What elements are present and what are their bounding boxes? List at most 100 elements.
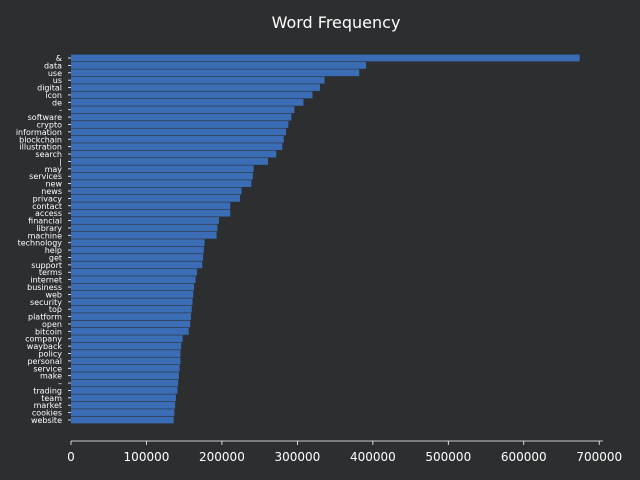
- y-tick-label: illustration: [19, 143, 62, 152]
- bar-37: [71, 327, 189, 335]
- y-tick-label: terms: [39, 268, 62, 277]
- bar-0: [71, 54, 580, 62]
- bar-41: [71, 357, 181, 365]
- y-tick-label: new: [45, 180, 62, 189]
- bar-33: [71, 298, 193, 306]
- y-tick-label: company: [25, 335, 62, 344]
- y-tick-label: wayback: [27, 342, 63, 351]
- y-tick-label: access: [35, 209, 62, 218]
- y-tick-label: digital: [37, 84, 62, 93]
- bar-19: [71, 194, 241, 202]
- x-tick-label: 200000: [199, 450, 245, 464]
- bar-29: [71, 268, 198, 276]
- x-tick-label: 300000: [274, 450, 320, 464]
- y-tick-label: news: [41, 187, 62, 196]
- bar-2: [71, 69, 360, 77]
- y-tick-label: cookies: [32, 409, 62, 418]
- bar-46: [71, 394, 176, 402]
- bar-34: [71, 305, 192, 313]
- bar-16: [71, 172, 253, 180]
- x-tick-label: 400000: [350, 450, 396, 464]
- bar-43: [71, 372, 179, 380]
- y-tick-label: privacy: [33, 194, 63, 203]
- bar-27: [71, 254, 204, 261]
- y-tick-label: trading: [33, 386, 62, 395]
- bar-48: [71, 409, 175, 417]
- y-tick-label: services: [29, 172, 62, 181]
- bar-47: [71, 401, 176, 409]
- bar-23: [71, 224, 218, 232]
- bar-17: [71, 180, 252, 187]
- y-tick-label: technology: [18, 239, 63, 248]
- bar-4: [71, 84, 321, 91]
- y-tick-label: data: [44, 61, 62, 70]
- y-tick-label: support: [31, 261, 62, 270]
- bar-21: [71, 209, 231, 217]
- bar-3: [71, 76, 325, 84]
- bar-18: [71, 187, 242, 195]
- y-tick-label: information: [16, 128, 62, 137]
- y-tick-label: &: [56, 54, 62, 63]
- y-tick-label: |: [59, 157, 62, 166]
- y-tick-label: financial: [28, 217, 62, 226]
- y-tick-label: –: [58, 379, 62, 388]
- y-tick-label: internet: [30, 276, 62, 285]
- bar-10: [71, 128, 287, 136]
- bar-49: [71, 416, 174, 424]
- y-tick-labels: &datauseusdigitaliconde-softwarecryptoin…: [16, 54, 71, 425]
- bar-44: [71, 379, 179, 387]
- bar-28: [71, 261, 203, 269]
- y-tick-label: personal: [27, 357, 62, 366]
- y-tick-label: service: [33, 364, 62, 373]
- x-tick-label: 100000: [124, 450, 170, 464]
- bar-1: [71, 61, 367, 69]
- bar-38: [71, 335, 183, 343]
- x-axis: 0 100000 200000 300000 400000 500000 600000 700…: [67, 440, 622, 464]
- bar-32: [71, 291, 194, 298]
- y-tick-label: security: [30, 298, 62, 307]
- y-tick-label: contact: [32, 202, 62, 211]
- y-tick-label: icon: [45, 91, 62, 100]
- y-tick-label: crypto: [36, 120, 62, 129]
- y-tick-label: de: [52, 98, 62, 107]
- x-tick-label: 700000: [576, 450, 622, 464]
- bar-45: [71, 387, 178, 394]
- y-tick-label: bitcoin: [35, 327, 62, 336]
- y-tick-label: team: [41, 394, 62, 403]
- y-tick-label: web: [45, 290, 62, 299]
- y-tick-label: website: [31, 416, 62, 425]
- y-tick-label: get: [49, 253, 62, 262]
- bar-7: [71, 106, 295, 114]
- bar-11: [71, 135, 284, 143]
- y-tick-label: software: [28, 113, 62, 122]
- bars-layer: [71, 54, 580, 424]
- x-tick-label: 500000: [425, 450, 471, 464]
- y-tick-label: help: [45, 246, 62, 255]
- bar-9: [71, 121, 289, 128]
- y-tick-label: machine: [28, 231, 62, 240]
- bar-14: [71, 158, 268, 165]
- bar-31: [71, 283, 194, 291]
- chart-title: Word Frequency: [272, 13, 401, 32]
- x-tick-label: 600000: [501, 450, 547, 464]
- y-tick-label: make: [40, 372, 62, 381]
- y-tick-label: -: [59, 106, 62, 115]
- y-tick-label: search: [35, 150, 62, 159]
- y-tick-label: policy: [38, 350, 62, 359]
- bar-42: [71, 364, 180, 372]
- y-tick-label: market: [34, 401, 62, 410]
- bar-39: [71, 342, 182, 350]
- y-tick-label: library: [36, 224, 62, 233]
- bar-20: [71, 202, 231, 210]
- bar-8: [71, 113, 292, 121]
- y-tick-label: open: [42, 320, 62, 329]
- bar-30: [71, 276, 196, 284]
- bar-35: [71, 313, 191, 320]
- y-tick-label: platform: [28, 313, 62, 322]
- x-tick-label: 0: [67, 450, 75, 464]
- y-tick-label: may: [45, 165, 63, 174]
- bar-12: [71, 143, 283, 151]
- bar-24: [71, 231, 217, 239]
- y-tick-label: use: [48, 69, 62, 78]
